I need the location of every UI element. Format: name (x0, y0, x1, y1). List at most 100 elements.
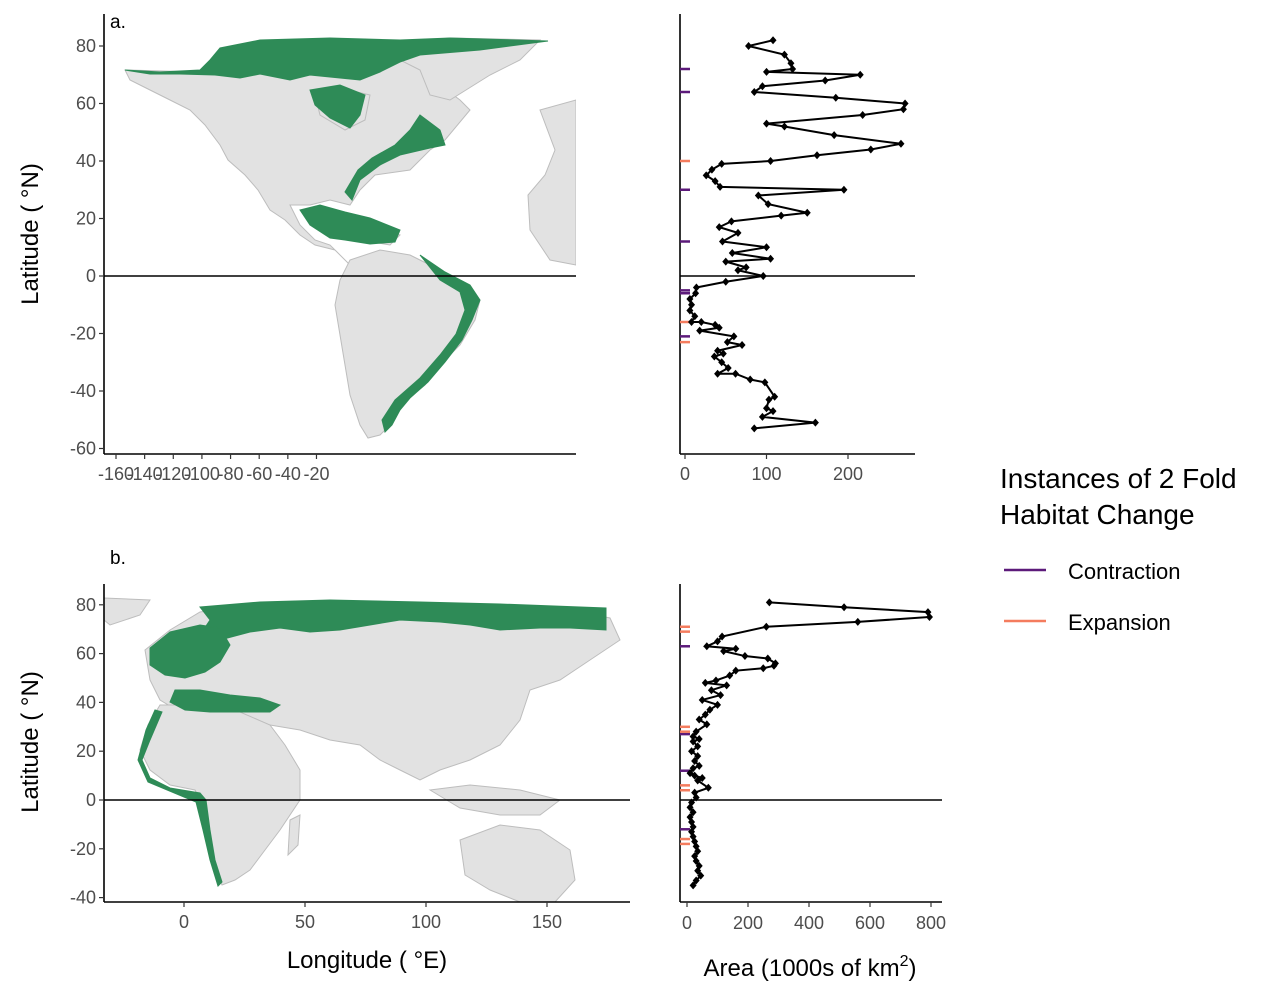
panel-b-map-ytick-label: -20 (70, 839, 96, 859)
panel-a-data-point (738, 341, 746, 349)
panel-a-data-point (727, 217, 735, 226)
panel-b-line-xtick-label: 0 (682, 913, 692, 933)
panel-a-data-point (856, 70, 864, 79)
panel-a-map-xtick-label: -140 (127, 464, 163, 484)
panel-b-data-point (697, 871, 705, 880)
panel-b-data-point (707, 686, 715, 695)
panel-b-line-xtick-label: 200 (733, 913, 763, 933)
panel-a-data-point (840, 185, 848, 194)
panel-b-data-point (854, 617, 862, 626)
panel-b-data-point (704, 783, 712, 792)
panel-b-line-axes (679, 584, 942, 903)
panel-b-data-point (720, 647, 728, 656)
panel-a-data-point (728, 249, 736, 257)
panel-a-data-point (697, 318, 705, 326)
panel-b-data-point (689, 737, 697, 746)
panel-a-line-axes (679, 14, 915, 455)
panel-b-data-point (703, 720, 711, 729)
panel-b-label: b. (110, 548, 126, 569)
habitat-hudson-bay (309, 84, 366, 129)
panel-b-data-point (925, 613, 933, 621)
x-axis-title-longitude: Longitude ( °E) (287, 947, 447, 974)
panel-b-data-point (706, 705, 714, 714)
panel-b-data-point (701, 678, 709, 687)
panel-b-data-point (765, 598, 773, 607)
panel-a-data-point (777, 211, 785, 220)
panel-b-line-xtick-label: 600 (855, 913, 885, 933)
old-world-edge-land (527, 99, 576, 266)
panel-b-data-point (762, 622, 770, 631)
panel-a-data-point (758, 412, 766, 421)
panel-a-map-axes (103, 14, 576, 455)
panel-a-map-ytick-label: 0 (86, 266, 96, 286)
panel-b-map-xtick-label: 50 (295, 912, 315, 932)
panel-a-data-point (692, 283, 700, 292)
panel-a-map-xtick-label: -100 (184, 464, 220, 484)
panel-a-map-xtick-label: -80 (218, 464, 244, 484)
panel-b-data-point (703, 642, 711, 651)
panel-a-data-point (723, 338, 731, 347)
panel-b-data-point (718, 632, 726, 641)
panel-a-map-xtick-label: -120 (155, 464, 191, 484)
panel-b-data-point (694, 742, 702, 751)
x-axis-title-area: Area (1000s of km2) (704, 953, 917, 982)
panel-a-data-point (714, 369, 722, 378)
panel-a-data-point (702, 171, 710, 180)
panel-a-data-point (821, 76, 829, 85)
panel-a-map-ytick-label: -40 (70, 381, 96, 401)
panel-a-data-point (771, 392, 779, 401)
panel-a-map-xtick-label: -20 (303, 464, 329, 484)
panel-a-data-point (724, 364, 732, 372)
panel-a-data-point (867, 145, 875, 154)
panel-a-data-point (763, 119, 770, 128)
panel-a-map (104, 37, 576, 439)
panel-a-data-point (859, 111, 867, 119)
panel-a-y-axis-title: Latitude ( °N) (17, 163, 44, 305)
panel-b-data-point (732, 666, 740, 675)
panel-a-data-point (716, 182, 724, 191)
panel-a-data-point (803, 208, 811, 217)
panel-b-data-point (694, 776, 702, 785)
panel-a-data-point (745, 42, 753, 50)
panel-a-data-point (718, 237, 726, 246)
panel-b-map-xtick-label: 100 (411, 912, 441, 932)
habitat-south-america-east-coast (381, 254, 481, 433)
panel-a-data-point (750, 424, 758, 433)
panel-a-data-point (765, 395, 773, 404)
legend-label-contraction: Contraction (1068, 559, 1181, 584)
panel-a-data-point (780, 122, 788, 131)
panel-a-data-point (711, 177, 719, 186)
australia-land (459, 824, 576, 902)
panel-a-data-point (686, 306, 694, 315)
habitat-gulf-caribbean (299, 204, 401, 245)
panel-a-data-point (718, 159, 726, 168)
panel-a-data-point (811, 418, 819, 427)
panel-b-line-xtick-label: 800 (916, 913, 946, 933)
panel-a-data-point (692, 289, 700, 298)
panel-a-data-point (719, 349, 727, 358)
panel-b-map-ytick-label: -40 (70, 888, 96, 908)
panel-b-data-point (691, 756, 699, 765)
panel-a-data-point (734, 228, 742, 237)
panel-a-data-point (758, 82, 766, 91)
habitat-east-coast (344, 114, 446, 201)
panel-a-data-point (715, 323, 723, 332)
panel-b-map-ytick-label: 80 (76, 595, 96, 615)
panel-a-data-point (722, 277, 730, 286)
panel-b-data-point (694, 847, 702, 856)
panel-b-line-ticks: 0 200 400 600 800 (682, 902, 946, 933)
panel-b-data-point (694, 752, 702, 761)
panel-a-map-ytick-label: 60 (76, 94, 96, 114)
panel-a-data-point (710, 352, 718, 361)
panel-b-map-xtick-label: 150 (532, 912, 562, 932)
panel-a-data-point (832, 93, 840, 102)
panel-b-map-ytick-label: 40 (76, 692, 96, 712)
panel-a-data-point (696, 326, 704, 335)
panel-b-map-ytick-label: 60 (76, 644, 96, 664)
north-america-land (124, 54, 471, 266)
panel-a-label: a. (110, 12, 126, 33)
panel-b-data-point (717, 691, 725, 700)
panel-b-data-point (692, 857, 700, 865)
panel-b-data-point (689, 764, 697, 773)
panel-b-data-point (764, 654, 772, 663)
